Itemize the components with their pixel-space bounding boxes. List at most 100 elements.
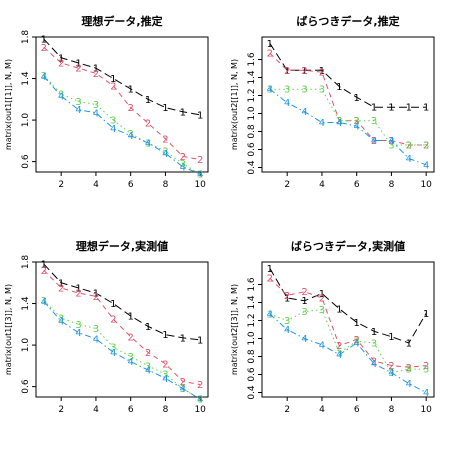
data-point-marker: 3 <box>406 365 412 376</box>
data-point-marker: 2 <box>406 141 412 152</box>
data-point-marker: 1 <box>284 66 290 77</box>
series-line <box>43 269 201 386</box>
x-tick-label: 10 <box>194 405 206 415</box>
data-point-marker: 3 <box>406 141 412 152</box>
data-point-marker: 2 <box>319 294 325 305</box>
data-point-marker: 3 <box>145 138 151 149</box>
data-point-marker: 4 <box>423 160 429 171</box>
x-tick-label: 6 <box>128 180 134 190</box>
data-point-marker: 3 <box>336 116 342 127</box>
data-point-marker: 3 <box>180 159 186 170</box>
data-point-marker: 1 <box>319 66 325 77</box>
series-line <box>269 88 427 146</box>
data-point-marker: 1 <box>197 335 203 346</box>
data-point-marker: 4 <box>423 388 429 399</box>
series-line <box>269 43 427 108</box>
y-tick-label: 1.2 <box>247 313 257 327</box>
y-tick-label: 1.6 <box>247 277 257 292</box>
panel-title: 理想データ,推定 <box>81 14 162 28</box>
data-point-marker: 3 <box>110 343 116 354</box>
data-point-marker: 2 <box>406 363 412 374</box>
x-tick-label: 6 <box>128 405 134 415</box>
data-point-marker: 1 <box>267 39 273 50</box>
y-tick-label: 0.6 <box>21 379 31 394</box>
data-point-marker: 3 <box>41 71 47 82</box>
series-line <box>43 300 201 400</box>
series-line <box>269 268 427 344</box>
data-point-marker: 1 <box>58 278 64 289</box>
x-tick-label: 8 <box>389 405 395 415</box>
data-point-marker: 3 <box>127 129 133 140</box>
x-tick-label: 4 <box>93 405 99 415</box>
y-tick-label: 0.6 <box>247 142 257 157</box>
x-tick-label: 2 <box>284 405 290 415</box>
data-point-marker: 4 <box>58 317 64 328</box>
y-tick-label: 1.4 <box>247 295 257 310</box>
data-point-marker: 1 <box>388 332 394 343</box>
data-point-marker: 1 <box>58 53 64 64</box>
data-point-marker: 4 <box>406 154 412 165</box>
data-point-marker: 3 <box>301 85 307 96</box>
series-line <box>269 313 427 393</box>
data-point-marker: 2 <box>145 348 151 359</box>
data-point-marker: 4 <box>93 334 99 345</box>
data-point-marker: 1 <box>41 260 47 271</box>
data-point-marker: 4 <box>284 325 290 336</box>
data-point-marker: 1 <box>284 294 290 305</box>
data-point-marker: 1 <box>353 318 359 329</box>
y-axis-label: matrix(out1[[3]], N, M) <box>4 284 13 375</box>
data-point-marker: 2 <box>353 335 359 346</box>
data-point-marker: 3 <box>162 147 168 158</box>
data-point-marker: 2 <box>93 69 99 80</box>
data-point-marker: 4 <box>110 124 116 135</box>
x-tick-label: 2 <box>58 180 64 190</box>
data-point-marker: 4 <box>284 98 290 109</box>
series-line <box>269 309 427 374</box>
data-point-marker: 3 <box>110 116 116 127</box>
x-tick-label: 10 <box>420 405 432 415</box>
data-point-marker: 1 <box>336 304 342 315</box>
data-point-marker: 4 <box>267 310 273 321</box>
data-point-marker: 1 <box>423 309 429 320</box>
data-point-marker: 1 <box>371 327 377 338</box>
y-tick-label: 1.6 <box>247 52 257 67</box>
data-point-marker: 4 <box>197 395 203 406</box>
y-tick-label: 1.0 <box>21 113 31 128</box>
data-point-marker: 2 <box>336 116 342 127</box>
data-point-marker: 1 <box>180 333 186 344</box>
x-tick-label: 4 <box>319 405 325 415</box>
y-tick-label: 1.4 <box>21 296 31 311</box>
data-point-marker: 3 <box>267 310 273 321</box>
data-point-marker: 1 <box>145 95 151 106</box>
data-point-marker: 3 <box>301 307 307 318</box>
y-axis-label: matrix(out2[[1]], N, M) <box>230 59 239 150</box>
data-point-marker: 2 <box>267 274 273 285</box>
data-point-marker: 2 <box>423 361 429 372</box>
data-point-marker: 4 <box>58 92 64 103</box>
data-point-marker: 4 <box>388 368 394 379</box>
data-point-marker: 4 <box>197 170 203 181</box>
data-point-marker: 2 <box>110 81 116 92</box>
data-point-marker: 3 <box>388 141 394 152</box>
data-point-marker: 1 <box>301 296 307 307</box>
data-point-marker: 4 <box>75 105 81 116</box>
data-point-marker: 1 <box>319 289 325 300</box>
data-point-marker: 1 <box>162 330 168 341</box>
x-tick-label: 4 <box>319 180 325 190</box>
data-point-marker: 3 <box>162 370 168 381</box>
panel-title: 理想データ,実測値 <box>76 239 168 253</box>
data-point-marker: 1 <box>371 103 377 114</box>
y-tick-label: 0.8 <box>247 124 257 139</box>
data-point-marker: 3 <box>371 116 377 127</box>
data-point-marker: 4 <box>406 379 412 390</box>
data-point-marker: 2 <box>180 377 186 388</box>
data-point-marker: 1 <box>423 103 429 114</box>
